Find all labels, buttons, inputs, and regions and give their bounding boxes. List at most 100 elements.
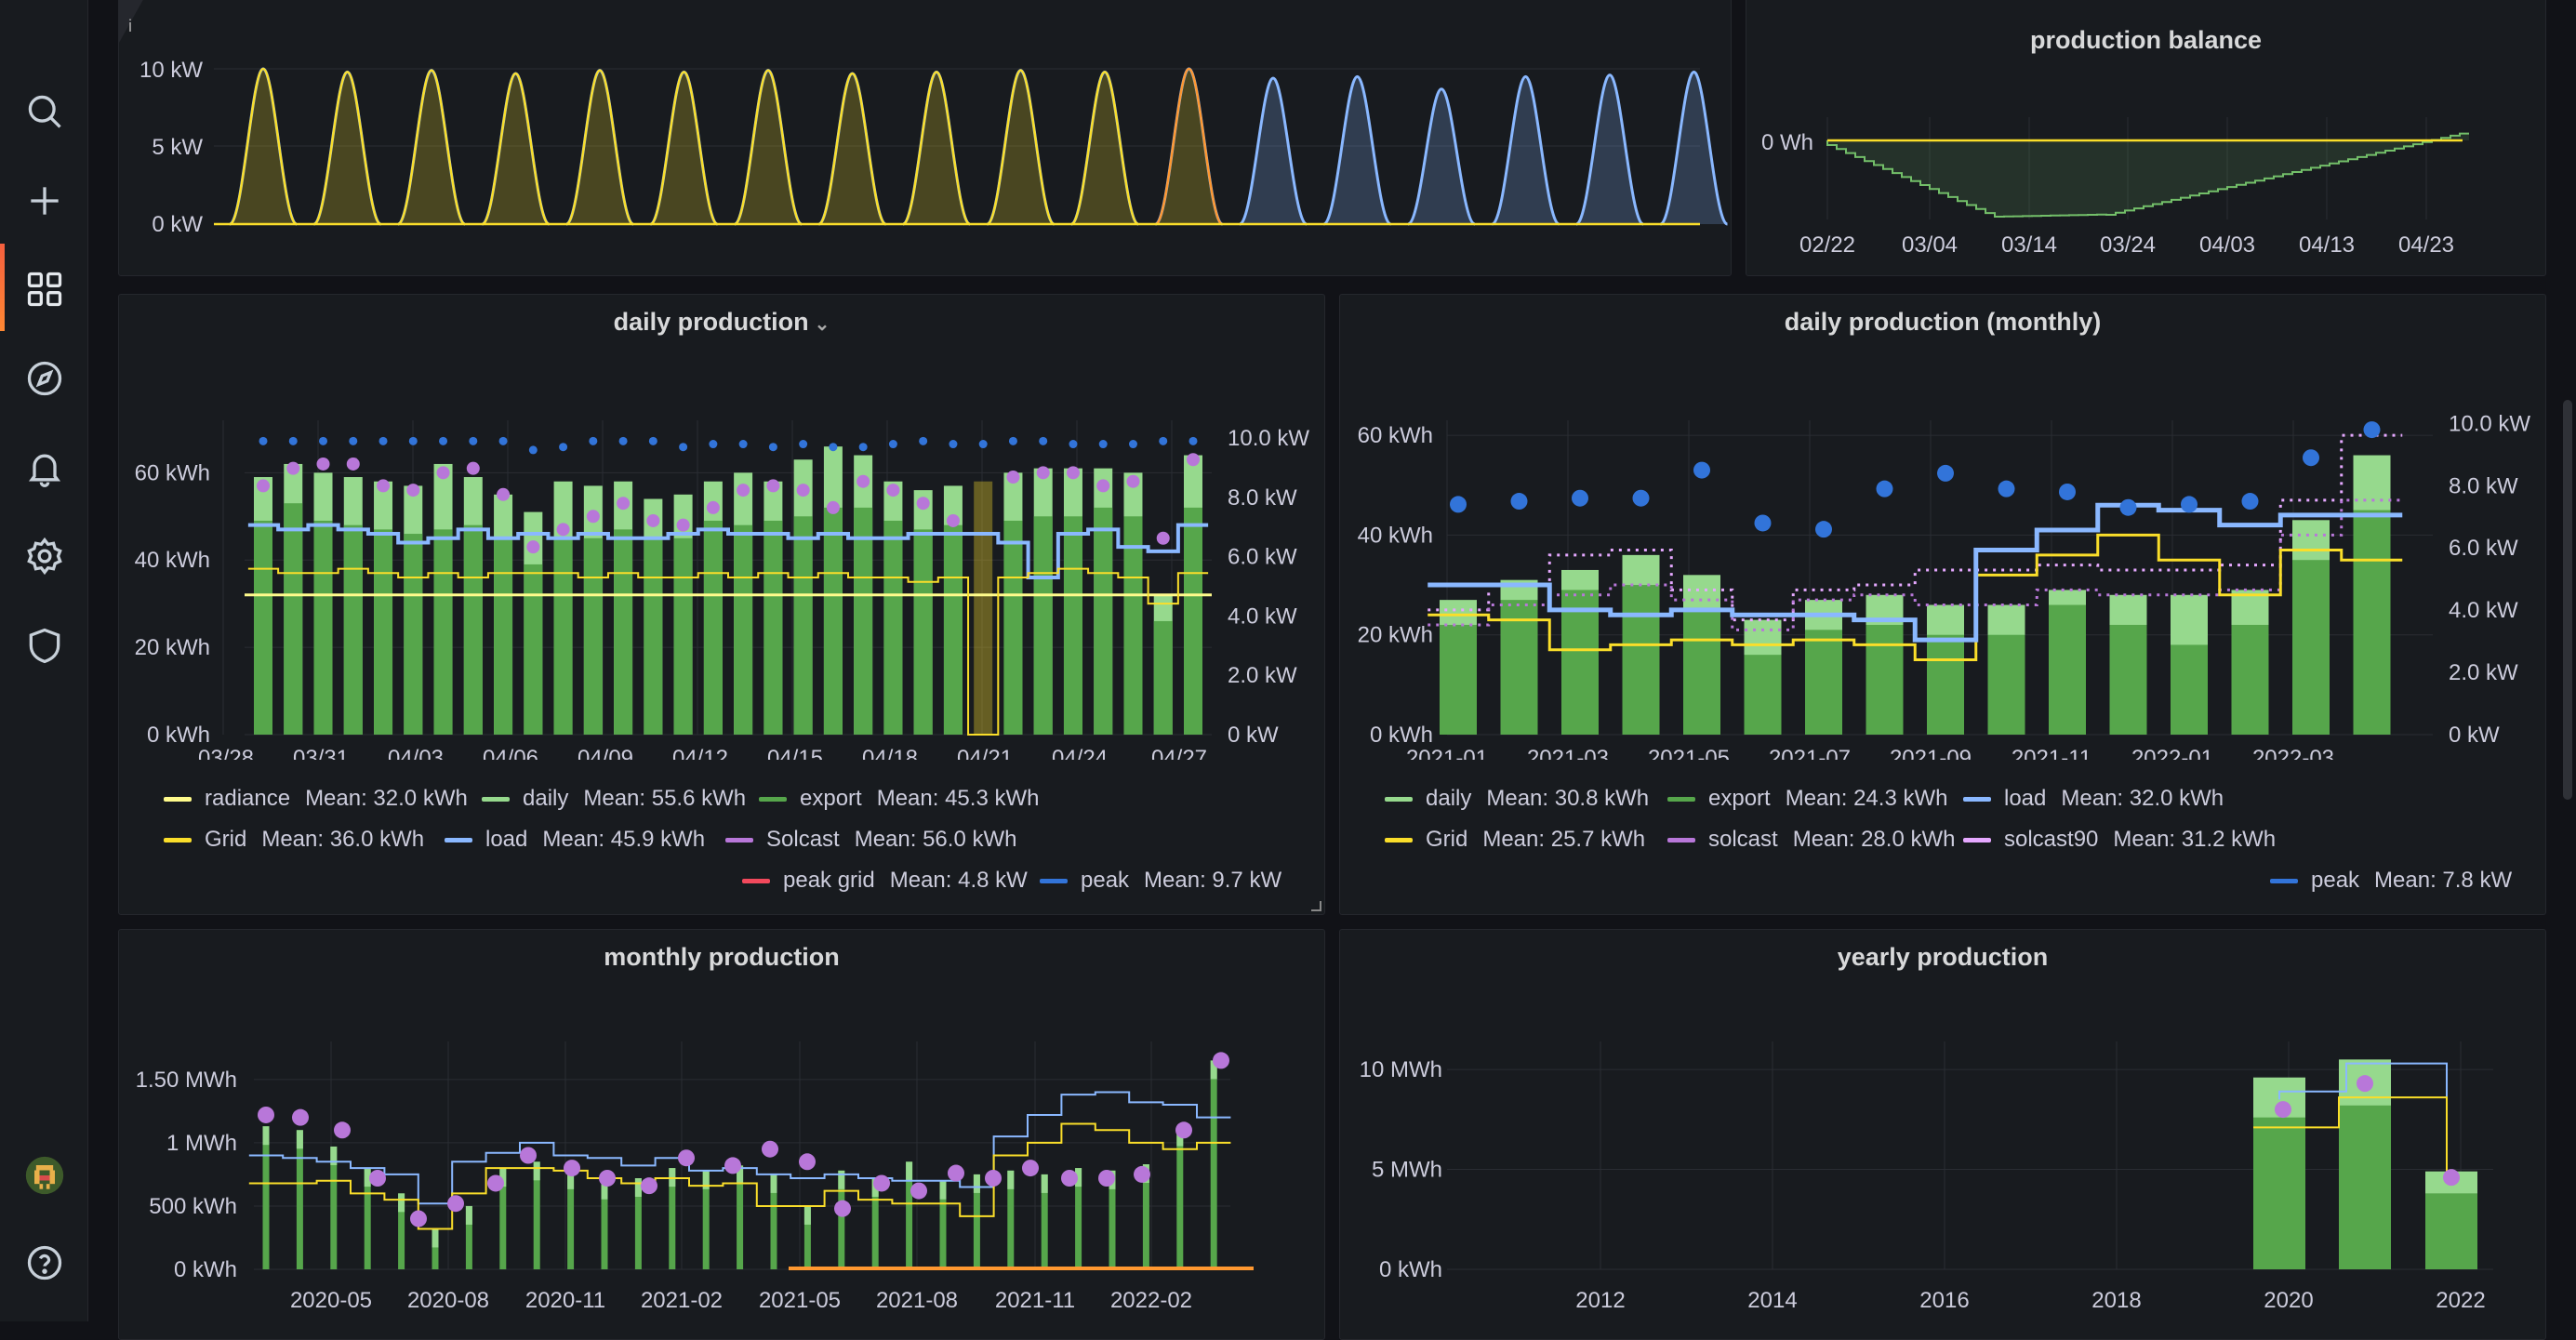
export-bar [764, 520, 783, 735]
export-bar [313, 520, 333, 735]
y2-tick: 0 kW [1228, 723, 1279, 748]
legend-label: Solcast [766, 827, 840, 852]
monthly-bar-top [465, 1205, 472, 1225]
monthly-bar [770, 1174, 777, 1269]
legend-item[interactable]: peak grid Mean: 4.8 kW [742, 868, 1028, 894]
legend-mean: Mean: 36.0 kWh [261, 827, 425, 852]
solcast-point [1006, 471, 1020, 484]
x-tick: 04/23 [2398, 232, 2454, 258]
legend-item[interactable]: peak Mean: 9.7 kW [1040, 868, 1281, 894]
avatar[interactable] [22, 1153, 67, 1198]
export-bar [2339, 1105, 2391, 1269]
legend-item[interactable]: export Mean: 45.3 kWh [759, 786, 1039, 812]
settings-icon[interactable] [22, 534, 67, 578]
dashboards-icon[interactable] [22, 267, 67, 312]
legend-swatch [445, 837, 472, 842]
monthly-bar-top [499, 1168, 507, 1187]
export-bar [943, 524, 963, 735]
explore-icon[interactable] [22, 356, 67, 401]
monthly-bar [533, 1161, 540, 1269]
legend-item[interactable]: Grid Mean: 36.0 kWh [164, 827, 424, 853]
legend-label: solcast [1708, 827, 1778, 852]
monthly-bar [398, 1193, 405, 1269]
peak-point [648, 436, 657, 445]
solcast-point [1126, 474, 1140, 488]
legend-item[interactable]: Grid Mean: 25.7 kWh [1385, 827, 1645, 853]
monthly-bar [601, 1180, 608, 1269]
solcast-point [886, 484, 900, 498]
x-tick: 04/18 [862, 746, 918, 760]
search-icon[interactable] [22, 89, 67, 134]
export-bar [2353, 510, 2391, 735]
chevron-down-icon[interactable]: ⌄ [814, 314, 830, 335]
legend-mean: Mean: 4.8 kW [889, 868, 1028, 893]
y-tick: 0 kWh [1379, 1257, 1442, 1282]
info-icon[interactable]: i [128, 17, 132, 35]
y2-tick: 10.0 kW [1228, 426, 1309, 451]
legend-item[interactable]: radiance Mean: 32.0 kWh [164, 786, 468, 812]
actual-curve [564, 69, 635, 226]
y-tick: 10 kW [139, 58, 203, 83]
active-indicator [0, 244, 5, 331]
solcast-point [796, 484, 810, 498]
grid-series-line [1427, 533, 2403, 662]
legend-label: export [1708, 786, 1771, 811]
peak-point [559, 443, 568, 452]
legend-mean: Mean: 55.6 kWh [583, 786, 747, 811]
panel-title[interactable]: daily production ⌄ [119, 308, 1324, 337]
monthly-bar-top [567, 1170, 575, 1189]
monthly-bar-top [533, 1161, 540, 1181]
panel-title: yearly production [1837, 943, 2049, 971]
monthly-bar [871, 1178, 879, 1269]
x-tick: 2022 [2436, 1288, 2485, 1313]
legend-item[interactable]: peak Mean: 7.8 kW [2270, 868, 2512, 894]
peak-point [738, 440, 748, 449]
resize-handle[interactable] [1308, 897, 1322, 912]
legend-item[interactable]: daily Mean: 55.6 kWh [482, 786, 746, 812]
legend-swatch [1667, 837, 1695, 842]
alerting-icon[interactable] [22, 445, 67, 490]
monthly-bar [737, 1165, 744, 1269]
y-tick: 20 kWh [135, 635, 210, 660]
plus-icon[interactable] [22, 179, 67, 223]
peak-point [349, 436, 358, 445]
legend-item[interactable]: daily Mean: 30.8 kWh [1385, 786, 1649, 812]
y-tick: 10 MWh [1360, 1057, 1442, 1082]
export-bar [2425, 1193, 2477, 1269]
legend-item[interactable]: Solcast Mean: 56.0 kWh [725, 827, 1016, 853]
shield-icon[interactable] [22, 623, 67, 668]
panel-title: daily production (monthly) [1784, 308, 2102, 336]
day-area [566, 70, 633, 224]
legend-item[interactable]: export Mean: 24.3 kWh [1667, 786, 1947, 812]
x-tick: 2021-05 [1648, 746, 1730, 760]
peak-point [1693, 461, 1710, 479]
solcast-point [497, 487, 511, 501]
monthly-bar [330, 1146, 338, 1269]
actual-curve [986, 69, 1056, 226]
solcast-point [946, 513, 960, 527]
monthly-bar-top [262, 1126, 270, 1146]
solcast-point [1036, 466, 1050, 480]
solcast-point [258, 1106, 274, 1123]
help-icon[interactable] [22, 1240, 67, 1285]
monthly-bar-top [1041, 1174, 1048, 1193]
power-panel: i 10 kW 5 kW 0 kW [118, 0, 1732, 276]
day-area [1323, 76, 1391, 224]
solcast-point [1098, 1170, 1115, 1187]
legend-item[interactable]: load Mean: 45.9 kWh [445, 827, 705, 853]
day-area [987, 70, 1055, 224]
load-line [2278, 1062, 2448, 1178]
peak-point [799, 440, 808, 449]
legend-item[interactable]: solcast Mean: 28.0 kWh [1667, 827, 1955, 853]
y-tick: 0 kWh [147, 723, 210, 748]
y2-tick: 2.0 kW [1228, 663, 1297, 688]
legend-item[interactable]: solcast90 Mean: 31.2 kWh [1963, 827, 2276, 853]
legend-item[interactable]: load Mean: 32.0 kWh [1963, 786, 2224, 812]
legend-mean: Mean: 56.0 kWh [854, 827, 1017, 852]
x-tick: 2021-03 [1527, 746, 1609, 760]
monthly-bar [1007, 1170, 1015, 1269]
y-tick: 20 kWh [1358, 623, 1433, 648]
legend-label: radiance [205, 786, 291, 811]
page-scrollbar[interactable] [2563, 400, 2572, 800]
actual-curve [1154, 67, 1224, 226]
